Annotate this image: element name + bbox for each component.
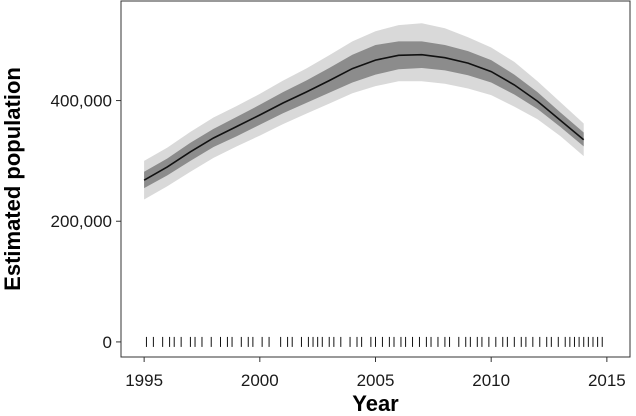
x-axis-title: Year <box>352 391 399 416</box>
x-tick-label: 2000 <box>241 371 279 390</box>
x-tick-label: 1995 <box>125 371 163 390</box>
y-axis-title: Estimated population <box>0 67 25 291</box>
x-tick-label: 2005 <box>357 371 395 390</box>
confidence-bands <box>144 23 584 200</box>
mean-line-group <box>143 53 585 181</box>
y-tick-label: 0 <box>103 333 112 352</box>
x-tick-label: 2010 <box>472 371 510 390</box>
y-axis: 0 200,000 400,000 <box>51 92 121 352</box>
y-tick-label: 400,000 <box>51 92 112 111</box>
x-tick-label: 2015 <box>588 371 626 390</box>
inner-interval-band <box>144 41 584 189</box>
mean-estimate-line <box>143 53 585 181</box>
y-tick-label: 200,000 <box>51 212 112 231</box>
x-axis: 1995 2000 2005 2010 2015 <box>125 357 626 390</box>
rug-marks <box>145 336 603 347</box>
